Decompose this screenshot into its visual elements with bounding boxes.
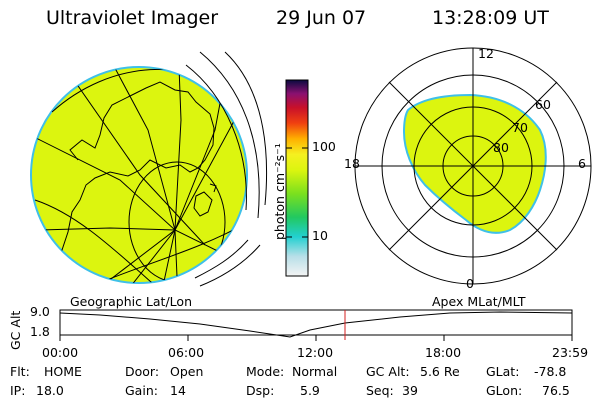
- gc-alt-label: GC Alt:: [366, 364, 410, 379]
- dsp-value: 5.9: [300, 383, 320, 398]
- colorbar-tick-100: 100: [312, 139, 336, 154]
- glat-label: GLat:: [486, 364, 520, 379]
- door-value: Open: [170, 364, 204, 379]
- ip-value: 18.0: [36, 383, 64, 398]
- glon-label: GLon:: [486, 383, 523, 398]
- apex-caption: Apex MLat/MLT: [432, 294, 526, 309]
- altitude-ylabel: GC Alt: [8, 310, 23, 350]
- header-time: 13:28:09 UT: [432, 7, 549, 29]
- mlt-6-label: 6: [578, 156, 586, 171]
- globe-image: [30, 66, 248, 284]
- glat-value: -78.8: [534, 364, 567, 379]
- gain-value: 14: [170, 383, 186, 398]
- colorbar-tick-10: 10: [312, 228, 328, 243]
- seq-value: 39: [402, 383, 418, 398]
- x-tick-0000: 00:00: [42, 345, 79, 360]
- geographic-caption: Geographic Lat/Lon: [70, 294, 192, 309]
- gc-alt-value: 5.6 Re: [420, 364, 460, 379]
- altitude-ytop: 9.0: [30, 304, 50, 319]
- x-tick-1800: 18:00: [425, 345, 462, 360]
- geographic-globe: [30, 51, 268, 287]
- seq-label: Seq:: [366, 383, 394, 398]
- mode-value: Normal: [292, 364, 338, 379]
- glon-value: 76.5: [542, 383, 570, 398]
- mode-label: Mode:: [246, 364, 285, 379]
- x-tick-1200: 12:00: [297, 345, 334, 360]
- lat-80-label: 80: [493, 140, 509, 155]
- polar-plot: [354, 47, 592, 285]
- mlt-0-label: 0: [466, 276, 474, 291]
- lat-60-label: 60: [535, 97, 551, 112]
- color-bar: [285, 79, 309, 277]
- color-bar-scale: [285, 79, 309, 277]
- instrument-title: Ultraviolet Imager: [46, 7, 219, 29]
- altitude-curve: [59, 311, 573, 338]
- altitude-plot: [59, 309, 573, 341]
- flt-label: Flt:: [10, 364, 30, 379]
- door-label: Door:: [125, 364, 160, 379]
- outer-grid-arcs: [185, 51, 268, 287]
- dsp-label: Dsp:: [246, 383, 275, 398]
- x-tick-0600: 06:00: [168, 345, 205, 360]
- x-tick-2359: 23:59: [552, 345, 589, 360]
- ip-label: IP:: [10, 383, 26, 398]
- gain-label: Gain:: [125, 383, 158, 398]
- altitude-ybottom: 1.8: [30, 324, 50, 339]
- header-date: 29 Jun 07: [276, 7, 367, 29]
- lat-70-label: 70: [512, 120, 528, 135]
- flt-value: HOME: [44, 364, 82, 379]
- mlt-12-label: 12: [478, 46, 494, 61]
- colorbar-unit-label: photon cm⁻²s⁻¹: [272, 143, 287, 240]
- mlt-18-label: 18: [344, 156, 360, 171]
